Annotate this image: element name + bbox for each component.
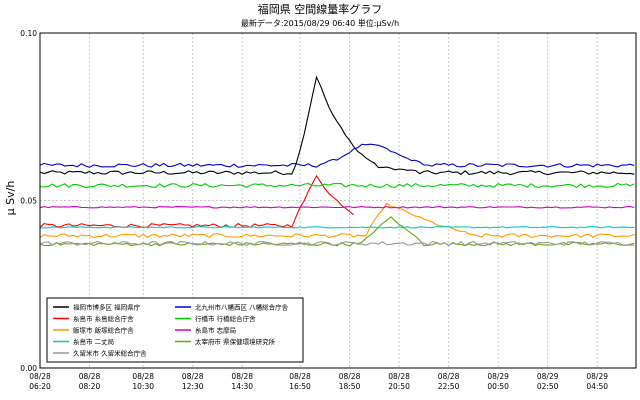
series-line bbox=[39, 182, 635, 189]
x-tick-date: 08/28 bbox=[132, 372, 154, 381]
legend-label: 福岡市博多区 福岡県庁 bbox=[73, 303, 141, 312]
series-line bbox=[39, 143, 635, 168]
y-tick-label: 0.05 bbox=[20, 197, 37, 206]
series-line bbox=[39, 240, 635, 247]
legend-label: 飯塚市 飯塚総合庁舎 bbox=[73, 326, 134, 335]
legend-label: 久留米市 久留米総合庁舎 bbox=[73, 349, 147, 358]
x-tick-date: 08/28 bbox=[388, 372, 410, 381]
x-tick-time: 04:50 bbox=[586, 382, 608, 391]
chart-title: 福岡県 空間線量率グラフ bbox=[258, 2, 383, 16]
series-lines bbox=[39, 75, 635, 247]
x-tick-time: 00:50 bbox=[487, 382, 509, 391]
x-tick-time: 14:30 bbox=[231, 382, 253, 391]
legend-label: 行橋市 行橋総合庁舎 bbox=[195, 314, 256, 323]
x-tick-date: 08/28 bbox=[438, 372, 460, 381]
x-tick-time: 16:50 bbox=[289, 382, 311, 391]
series-line bbox=[39, 174, 355, 229]
axis-ticks: 08/2806:2008/2808:2008/2810:3008/2812:30… bbox=[20, 29, 608, 391]
series-line bbox=[39, 206, 635, 209]
y-axis-label: μ Sv/h bbox=[4, 181, 17, 216]
y-tick-label: 0.10 bbox=[20, 29, 37, 38]
series-line bbox=[39, 75, 635, 176]
x-tick-date: 08/28 bbox=[79, 372, 101, 381]
x-tick-time: 10:30 bbox=[132, 382, 154, 391]
x-tick-date: 08/29 bbox=[537, 372, 559, 381]
x-tick-time: 22:50 bbox=[438, 382, 460, 391]
plot-frame bbox=[39, 32, 637, 369]
chart-subtitle: 最新データ:2015/08/29 06:40 単位:μSv/h bbox=[241, 18, 399, 28]
x-tick-time: 02:50 bbox=[537, 382, 559, 391]
x-tick-time: 06:20 bbox=[29, 382, 51, 391]
series-line bbox=[40, 226, 635, 229]
legend-label: 糸島市 二丈局 bbox=[73, 337, 114, 346]
x-tick-time: 20:50 bbox=[388, 382, 410, 391]
legend-label: 糸島市 志摩局 bbox=[195, 326, 236, 335]
x-tick-date: 08/28 bbox=[29, 372, 51, 381]
x-tick-date: 08/28 bbox=[339, 372, 361, 381]
legend-label: 北九州市八幡西区 八幡総合庁舎 bbox=[195, 303, 289, 312]
x-tick-time: 08:20 bbox=[79, 382, 101, 391]
legend-label: 太宰府市 県保健環境研究所 bbox=[195, 337, 276, 346]
legend-label: 糸島市 糸島総合庁舎 bbox=[73, 314, 134, 323]
x-tick-time: 12:30 bbox=[182, 382, 204, 391]
x-tick-date: 08/28 bbox=[289, 372, 311, 381]
x-tick-date: 08/29 bbox=[586, 372, 608, 381]
x-tick-date: 08/29 bbox=[487, 372, 509, 381]
x-tick-date: 08/28 bbox=[231, 372, 253, 381]
x-tick-date: 08/28 bbox=[182, 372, 204, 381]
series-line bbox=[39, 202, 635, 239]
y-tick-label: 0.00 bbox=[20, 364, 37, 373]
x-tick-time: 18:50 bbox=[339, 382, 361, 391]
